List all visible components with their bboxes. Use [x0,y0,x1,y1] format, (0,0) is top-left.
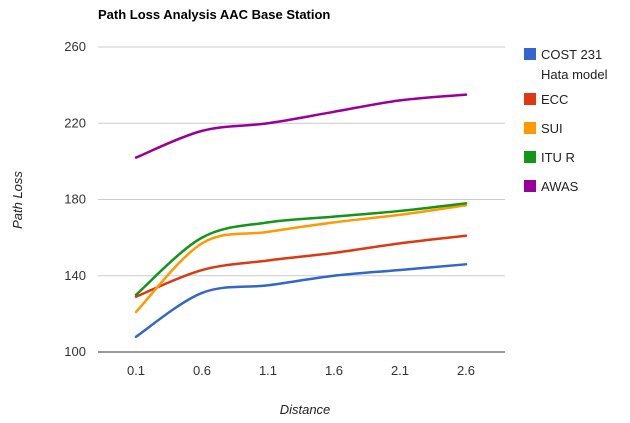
y-tick-label: 260 [64,39,86,54]
x-tick-label: 0.6 [193,363,211,378]
legend-swatch-itu-r [524,151,536,163]
legend-swatch-awas [524,180,536,192]
legend-label-itu-r: ITU R [541,150,575,165]
x-axis-label: Distance [280,402,331,417]
series-layer [134,93,468,338]
y-tick-label: 220 [64,115,86,130]
series-line-cost-231-hata-model [134,263,468,338]
legend-label-ecc: ECC [541,92,568,107]
legend-label-cost-231-hata-model: COST 231 [541,47,602,62]
chart-title: Path Loss Analysis AAC Base Station [98,7,330,22]
series-line-sui [134,203,468,314]
legend-swatch-sui [524,122,536,134]
legend-swatch-cost-231-hata-model [524,48,536,60]
x-tick-label: 1.1 [259,363,277,378]
y-axis-label: Path Loss [10,171,25,229]
legend-label-awas: AWAS [541,179,579,194]
y-tick-label: 140 [64,268,86,283]
legend-swatch-ecc [524,93,536,105]
y-tick-label: 100 [64,344,86,359]
x-tick-labels: 0.1 0.6 1.1 1.6 2.1 2.6 [127,363,475,378]
series-line-itu-r [134,202,468,297]
y-tick-label: 180 [64,192,86,207]
legend: COST 231 Hata model ECC SUI ITU R AWAS [524,47,608,194]
grid-layer [98,46,505,353]
x-tick-label: 2.6 [457,363,475,378]
legend-label-sui: SUI [541,121,563,136]
series-line-ecc [134,234,468,298]
x-tick-label: 2.1 [391,363,409,378]
y-tick-labels: 100 140 180 220 260 [64,39,86,359]
legend-label-cost-231-hata-model: Hata model [541,67,608,82]
series-line-awas [134,93,468,159]
x-tick-label: 0.1 [127,363,145,378]
x-tick-label: 1.6 [325,363,343,378]
